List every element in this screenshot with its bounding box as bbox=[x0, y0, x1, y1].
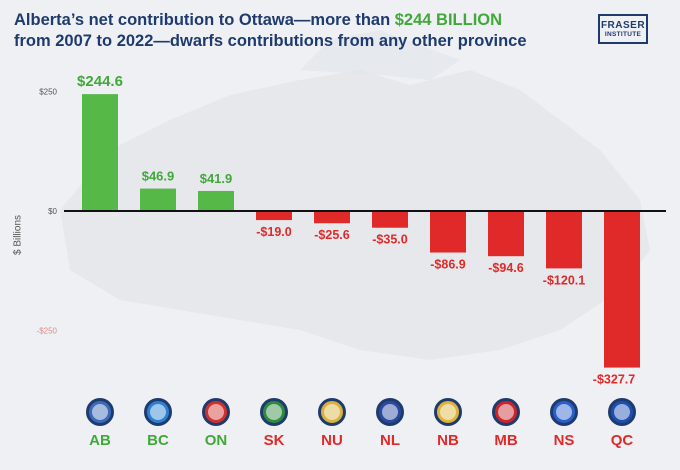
bar-ns bbox=[546, 211, 582, 269]
logo-line1: FRASER bbox=[600, 19, 646, 31]
bar-on bbox=[198, 190, 234, 211]
bar-ab bbox=[82, 94, 118, 211]
title-highlight: $244 BILLION bbox=[394, 11, 503, 29]
fraser-institute-logo: FRASER INSTITUTE bbox=[598, 14, 648, 44]
value-label-ab: $244.6 bbox=[77, 73, 123, 90]
value-label-sk: -$19.0 bbox=[256, 225, 291, 239]
chart-title: Alberta’s net contribution to Ottawa—mor… bbox=[14, 10, 574, 52]
value-label-nl: -$35.0 bbox=[372, 233, 407, 247]
bar-nl bbox=[372, 211, 408, 228]
value-label-mb: -$94.6 bbox=[488, 261, 523, 275]
y-tick-label: $0 bbox=[48, 207, 57, 216]
value-label-ns: -$120.1 bbox=[543, 273, 585, 287]
value-label-nb: -$86.9 bbox=[430, 258, 465, 272]
value-label-qc: -$327.7 bbox=[593, 373, 635, 387]
bar-bc bbox=[140, 188, 176, 211]
bar-mb bbox=[488, 211, 524, 257]
value-label-on: $41.9 bbox=[200, 171, 233, 186]
bar-nu bbox=[314, 211, 350, 224]
y-tick-label: -$250 bbox=[37, 326, 58, 335]
bar-sk bbox=[256, 211, 292, 221]
y-tick-label: $250 bbox=[39, 88, 57, 97]
value-label-bc: $46.9 bbox=[142, 169, 175, 184]
title-line1-prefix: Alberta’s net contribution to Ottawa—mor… bbox=[14, 11, 395, 29]
title-line2: from 2007 to 2022—dwarfs contributions f… bbox=[14, 32, 527, 50]
logo-line2: INSTITUTE bbox=[604, 30, 642, 38]
bar-qc bbox=[604, 211, 640, 368]
bar-nb bbox=[430, 211, 466, 253]
value-label-nu: -$25.6 bbox=[314, 228, 349, 242]
